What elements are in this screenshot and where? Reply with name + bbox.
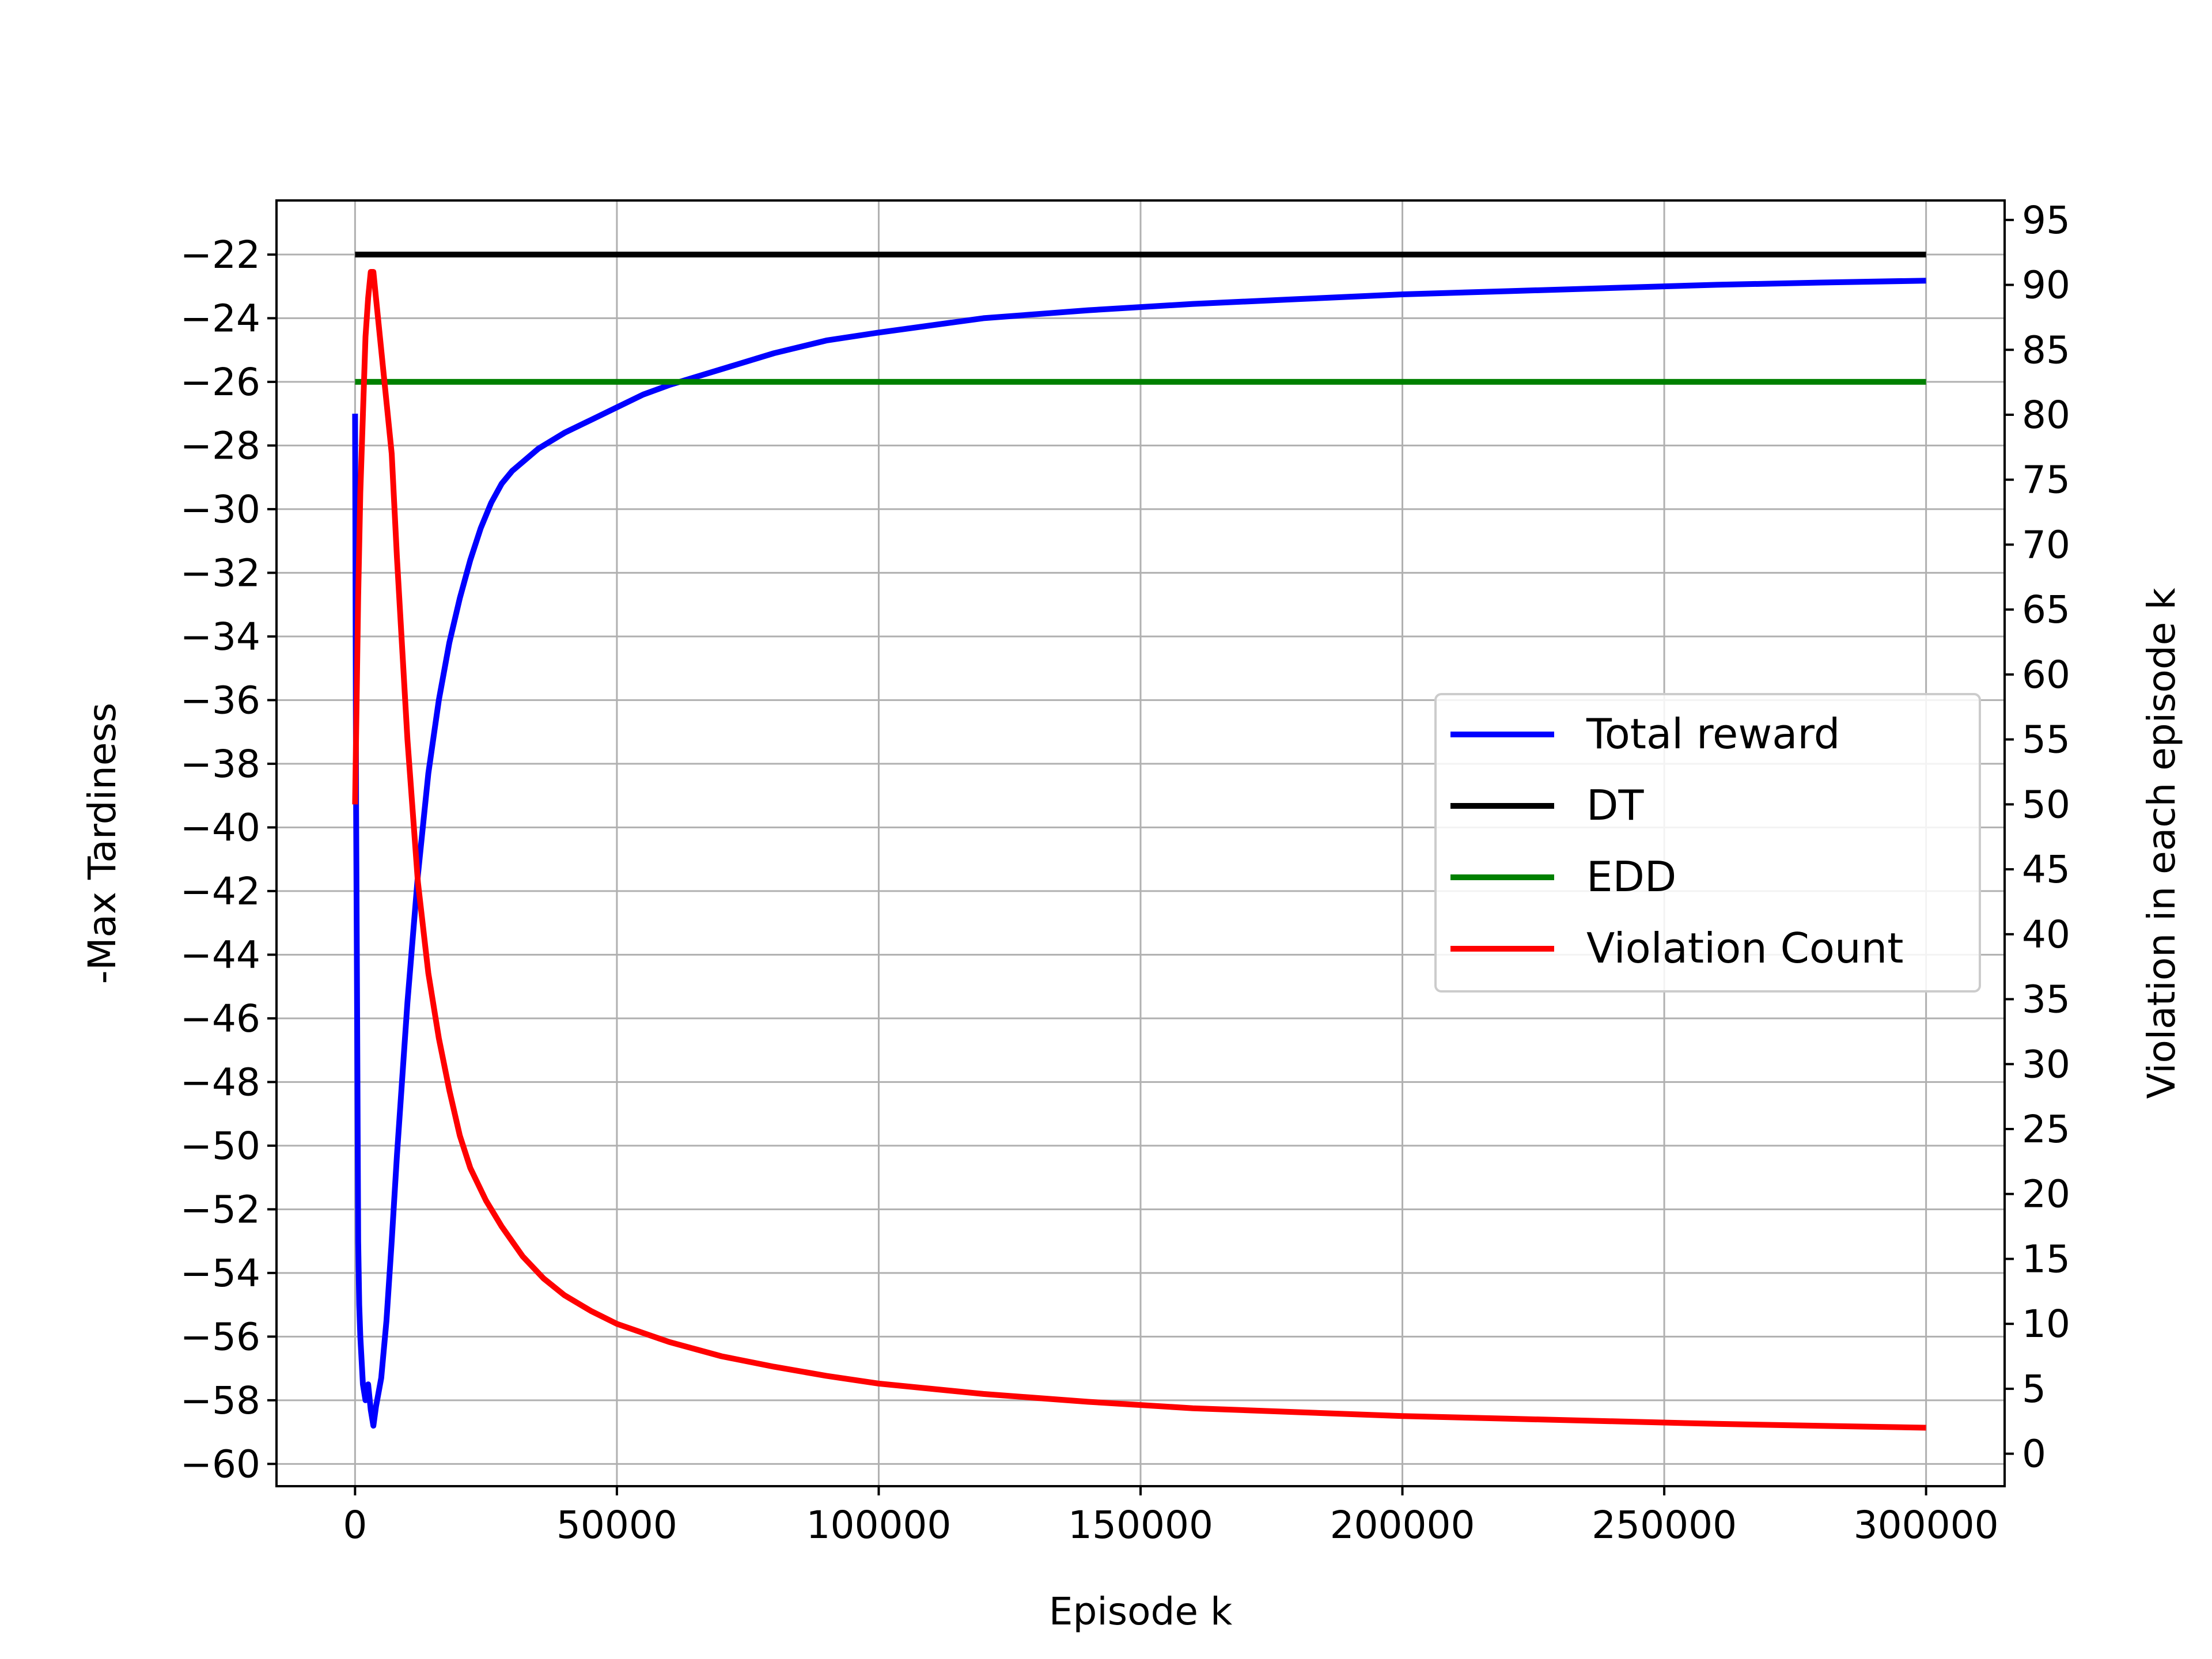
x-axis: 0 50000 100000 150000 200000 250000 300000 — [343, 1486, 1999, 1547]
y-right-tick-label: 15 — [2022, 1237, 2070, 1281]
series-line-3 — [352, 269, 1926, 1431]
y-right-tick-label: 30 — [2022, 1042, 2070, 1086]
legend-label: DT — [1586, 781, 1644, 830]
y-right-tick-label: 0 — [2022, 1432, 2046, 1476]
y-left-tick-label: −42 — [180, 869, 260, 914]
y-left-tick-label: −60 — [180, 1442, 260, 1486]
y-right-tick-label: 60 — [2022, 653, 2070, 697]
y-left-tick-label: −24 — [180, 296, 260, 340]
y-right-tick-label: 55 — [2022, 718, 2070, 762]
y-right-tick-label: 50 — [2022, 782, 2070, 827]
y-left-tick-label: −46 — [180, 997, 260, 1041]
y-right-tick-label: 25 — [2022, 1107, 2070, 1152]
y-left-tick-label: −36 — [180, 678, 260, 722]
y-right-tick-label: 75 — [2022, 458, 2070, 502]
y-right-tick-label: 80 — [2022, 393, 2070, 437]
y-left-tick-label: −48 — [180, 1060, 260, 1104]
x-tick-label: 0 — [343, 1503, 367, 1547]
plot-lines — [352, 251, 1926, 1431]
x-tick-label: 300000 — [1854, 1503, 1999, 1547]
legend: Total reward DT EDD Violation Count — [1434, 693, 1981, 993]
y-left-tick-label: −40 — [180, 805, 260, 850]
y-left-tick-label: −54 — [180, 1251, 260, 1296]
y-left-tick-label: −28 — [180, 423, 260, 468]
y-left-tick-label: −22 — [180, 233, 260, 277]
y-right-tick-label: 10 — [2022, 1302, 2070, 1346]
y-axis-right-label: Violation in each episode k — [2139, 588, 2184, 1099]
y-right-tick-label: 85 — [2022, 328, 2070, 372]
y-left-tick-label: −52 — [180, 1187, 260, 1232]
y-axis-left: −22 −24 −26 −28 −30 −32 −34 −36 −38 −40 −42 −44 −46 −… — [180, 233, 276, 1486]
x-tick-label: 250000 — [1592, 1503, 1737, 1547]
y-left-tick-label: −50 — [180, 1124, 260, 1168]
y-left-tick-label: −58 — [180, 1378, 260, 1423]
grid — [276, 200, 2005, 1486]
y-right-tick-label: 70 — [2022, 522, 2070, 567]
y-right-tick-label: 5 — [2022, 1367, 2046, 1411]
y-right-tick-label: 90 — [2022, 263, 2070, 308]
y-axis-left-label: -Max Tardiness — [80, 703, 124, 984]
x-tick-label: 100000 — [806, 1503, 951, 1547]
x-tick-label: 200000 — [1330, 1503, 1475, 1547]
y-right-tick-label: 95 — [2022, 198, 2070, 243]
legend-label: Violation Count — [1586, 924, 1903, 972]
series-line-0 — [352, 278, 1926, 1429]
legend-box — [1434, 693, 1981, 993]
y-left-tick-label: −38 — [180, 742, 260, 786]
y-right-tick-label: 35 — [2022, 978, 2070, 1022]
y-left-tick-label: −34 — [180, 615, 260, 659]
y-right-tick-label: 20 — [2022, 1172, 2070, 1217]
y-left-tick-label: −26 — [180, 360, 260, 404]
y-right-tick-label: 65 — [2022, 588, 2070, 632]
y-left-tick-label: −56 — [180, 1315, 260, 1359]
x-tick-label: 150000 — [1068, 1503, 1213, 1547]
y-right-tick-label: 45 — [2022, 847, 2070, 892]
y-right-tick-label: 40 — [2022, 912, 2070, 957]
legend-label: EDD — [1586, 853, 1676, 901]
y-left-tick-label: −30 — [180, 487, 260, 532]
x-axis-label: Episode k — [1049, 1589, 1233, 1634]
y-left-tick-label: −44 — [180, 933, 260, 977]
x-tick-label: 50000 — [556, 1503, 677, 1547]
legend-label: Total reward — [1586, 710, 1840, 758]
y-left-tick-label: −32 — [180, 551, 260, 595]
